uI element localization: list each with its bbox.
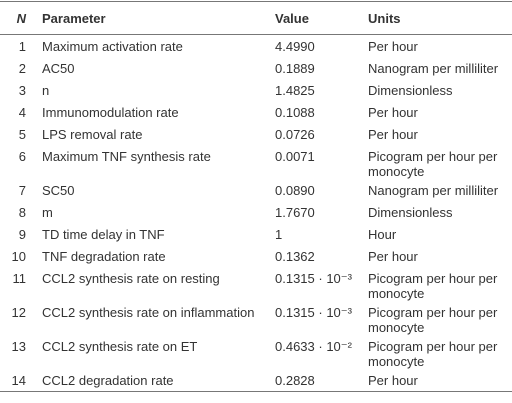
table-cell: TD time delay in TNF <box>42 227 165 242</box>
table-cell: Per hour <box>368 39 418 54</box>
table-row: 8 m 1.7670 Dimensionless <box>0 201 512 223</box>
table-row: 10 TNF degradation rate 0.1362 Per hour <box>0 245 512 267</box>
table-row: 1 Maximum activation rate 4.4990 Per hour <box>0 35 512 58</box>
table-cell: CCL2 synthesis rate on inflammation <box>42 305 255 320</box>
table-cell: TNF degradation rate <box>42 249 166 264</box>
table-cell: 4.4990 <box>275 39 315 54</box>
table-row: 11 CCL2 synthesis rate on resting 0.1315 ·… <box>0 267 512 301</box>
table-cell: 1 <box>18 39 26 54</box>
table-row: 9 TD time delay in TNF 1 Hour <box>0 223 512 245</box>
header-row: N Parameter Value Units <box>0 1 512 35</box>
table-row: 7 SC50 0.0890 Nanogram per milliliter <box>0 179 512 201</box>
table-cell: 10 <box>11 249 26 264</box>
table-cell: Per hour <box>368 249 418 264</box>
table-row: 4 Immunomodulation rate 0.1088 Per hour <box>0 101 512 123</box>
table-cell: Per hour <box>368 373 418 388</box>
table-cell: 0.1362 <box>275 249 315 264</box>
table-row: 14 CCL2 degradation rate 0.2828 Per hour <box>0 369 512 392</box>
table-cell: CCL2 synthesis rate on ET <box>42 339 198 354</box>
table-cell: Nanogram per milliliter <box>368 183 499 198</box>
table-cell: SC50 <box>42 183 75 198</box>
table-cell: Per hour <box>368 105 418 120</box>
table-cell: 5 <box>18 127 26 142</box>
table-cell: 1.4825 <box>275 83 315 98</box>
table-cell: 0.1315 · 10⁻³ <box>275 305 352 320</box>
table-cell: 0.0071 <box>275 149 315 164</box>
table-body: 1 Maximum activation rate 4.4990 Per hour 2 A… <box>0 35 512 392</box>
table-cell: 0.2828 <box>275 373 315 388</box>
table-cell: 13 <box>11 339 26 354</box>
table-cell: Picogram per hour per monocyte <box>368 305 498 335</box>
table-cell: 0.1088 <box>275 105 315 120</box>
table-cell: Dimensionless <box>368 205 453 220</box>
table-cell: 7 <box>18 183 26 198</box>
table-cell: Maximum activation rate <box>42 39 183 54</box>
parameter-table: N Parameter Value Units 1 Maximum activation… <box>0 1 512 392</box>
table-row: 12 CCL2 synthesis rate on inflammation 0.1… <box>0 301 512 335</box>
table-row: 6 Maximum TNF synthesis rate 0.0071 Picogra… <box>0 145 512 179</box>
table-row: 5 LPS removal rate 0.0726 Per hour <box>0 123 512 145</box>
table-cell: 1 <box>275 227 283 242</box>
table-cell: Immunomodulation rate <box>42 105 179 120</box>
table-cell: CCL2 degradation rate <box>42 373 174 388</box>
table-cell: 2 <box>18 61 26 76</box>
header-cell: N <box>16 10 26 26</box>
table-cell: Picogram per hour per monocyte <box>368 339 498 369</box>
table-row: 2 AC50 0.1889 Nanogram per milliliter <box>0 57 512 79</box>
table-cell: 4 <box>18 105 26 120</box>
table-cell: 12 <box>11 305 26 320</box>
table-cell: n <box>42 83 50 98</box>
table-cell: LPS removal rate <box>42 127 143 142</box>
header-cell: Parameter <box>42 10 106 26</box>
table-cell: 0.1889 <box>275 61 315 76</box>
table-cell: 9 <box>18 227 26 242</box>
table-cell: CCL2 synthesis rate on resting <box>42 271 220 286</box>
table-cell: Per hour <box>368 127 418 142</box>
table-cell: Hour <box>368 227 397 242</box>
table-cell: Picogram per hour per monocyte <box>368 271 498 301</box>
table-cell: 6 <box>18 149 26 164</box>
table-cell: 11 <box>12 271 27 286</box>
table-cell: 3 <box>18 83 26 98</box>
table-cell: 14 <box>11 373 26 388</box>
table-cell: m <box>42 205 53 220</box>
table-cell: 1.7670 <box>275 205 315 220</box>
table-cell: Maximum TNF synthesis rate <box>42 149 211 164</box>
table-cell: Nanogram per milliliter <box>368 61 499 76</box>
table-row: 3 n 1.4825 Dimensionless <box>0 79 512 101</box>
table-cell: 8 <box>18 205 26 220</box>
table-cell: Dimensionless <box>368 83 453 98</box>
table-cell: 0.4633 · 10⁻² <box>275 339 352 354</box>
table-cell: 0.0726 <box>275 127 315 142</box>
header-cell: Value <box>275 10 309 26</box>
table-cell: AC50 <box>42 61 75 76</box>
table-cell: Picogram per hour per monocyte <box>368 149 498 179</box>
header-cell: Units <box>368 10 401 26</box>
table-cell: 0.1315 · 10⁻³ <box>275 271 352 286</box>
table-row: 13 CCL2 synthesis rate on ET 0.4633 · 10⁻²… <box>0 335 512 369</box>
table-cell: 0.0890 <box>275 183 315 198</box>
